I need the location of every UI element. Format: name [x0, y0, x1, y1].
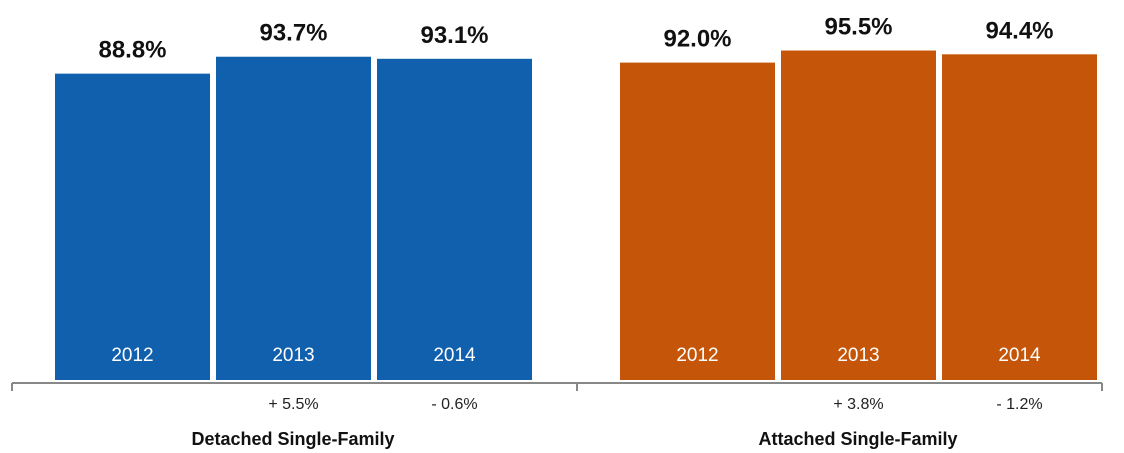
attached-single-family-value-label-2012: 92.0%	[663, 26, 731, 53]
detached-single-family-year-label-2014: 2014	[433, 345, 476, 366]
detached-single-family-bar-2013	[216, 56, 371, 381]
detached-single-family-bar-2014	[377, 58, 532, 381]
detached-single-family-change-label-2014: - 0.6%	[431, 396, 477, 413]
detached-single-family-value-label-2013: 93.7%	[259, 20, 327, 47]
detached-single-family-value-label-2012: 88.8%	[98, 37, 166, 64]
attached-single-family-group-label: Attached Single-Family	[758, 429, 957, 449]
labels-layer: 88.8% 2012 93.7% 2013 + 5.5% 93.1% 2014 - 0.6% D…	[98, 14, 1053, 449]
attached-single-family-bar-2012	[620, 62, 775, 380]
attached-single-family-year-label-2014: 2014	[998, 345, 1041, 366]
detached-single-family-year-label-2012: 2012	[111, 345, 153, 366]
detached-single-family-bar-2012	[55, 73, 210, 380]
axis-layer	[11, 382, 1103, 391]
detached-single-family-group-label: Detached Single-Family	[191, 429, 394, 449]
attached-single-family-change-label-2013: + 3.8%	[833, 396, 883, 413]
detached-single-family-year-label-2013: 2013	[272, 345, 314, 366]
attached-single-family-change-label-2014: - 1.2%	[996, 396, 1042, 413]
attached-single-family-year-label-2012: 2012	[676, 345, 718, 366]
attached-single-family-bar-2013	[781, 50, 936, 381]
detached-single-family-change-label-2013: + 5.5%	[268, 396, 318, 413]
attached-single-family-bar-2014	[942, 54, 1097, 380]
detached-single-family-value-label-2014: 93.1%	[420, 22, 488, 49]
attached-single-family-value-label-2014: 94.4%	[985, 17, 1053, 44]
bars-layer	[55, 50, 1097, 381]
attached-single-family-value-label-2013: 95.5%	[824, 14, 892, 41]
attached-single-family-year-label-2013: 2013	[837, 345, 879, 366]
